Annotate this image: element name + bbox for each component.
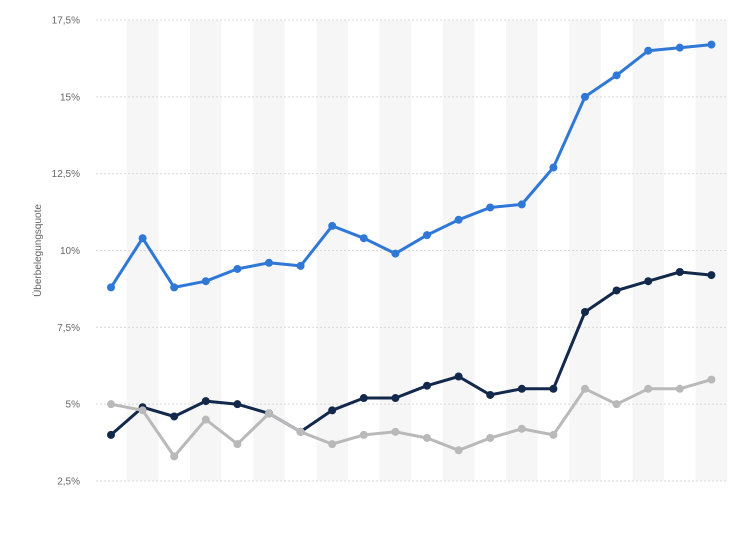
data-point[interactable]	[517, 384, 526, 393]
data-point[interactable]	[549, 163, 558, 172]
data-point[interactable]	[391, 249, 400, 258]
data-point[interactable]	[296, 261, 305, 270]
data-point[interactable]	[517, 424, 526, 433]
data-point[interactable]	[201, 397, 210, 406]
series-2	[107, 268, 716, 439]
data-point[interactable]	[644, 46, 653, 55]
data-point[interactable]	[423, 231, 431, 240]
data-point[interactable]	[201, 277, 210, 286]
data-point[interactable]	[170, 452, 179, 461]
data-point[interactable]	[486, 433, 495, 442]
data-point[interactable]	[391, 394, 400, 403]
data-point[interactable]	[517, 200, 526, 209]
data-point[interactable]	[107, 430, 115, 439]
y-tick-label: 7,5%	[57, 323, 80, 334]
data-point[interactable]	[707, 40, 716, 49]
y-tick-label: 12,5%	[52, 169, 80, 180]
data-point[interactable]	[296, 427, 305, 436]
data-point[interactable]	[138, 406, 147, 415]
data-point[interactable]	[644, 277, 653, 286]
data-point[interactable]	[707, 271, 716, 280]
data-point[interactable]	[265, 258, 273, 267]
series-1	[107, 40, 716, 292]
data-point[interactable]	[423, 433, 431, 442]
data-point[interactable]	[107, 400, 115, 409]
y-axis-ticks: 2,5% 5% 7,5% 10% 12,5% 15% 17,5%	[52, 16, 80, 488]
data-point[interactable]	[391, 427, 400, 436]
data-point[interactable]	[328, 221, 337, 230]
y-tick-label: 5%	[66, 400, 81, 411]
series-3	[107, 375, 716, 461]
y-axis-title: Überbelegungsquote	[32, 204, 44, 297]
data-point[interactable]	[233, 440, 242, 449]
data-point[interactable]	[201, 415, 210, 424]
data-point[interactable]	[454, 372, 463, 381]
series-line	[109, 43, 713, 289]
data-point[interactable]	[107, 283, 115, 292]
data-point[interactable]	[138, 234, 147, 243]
data-point[interactable]	[675, 43, 684, 52]
data-point[interactable]	[265, 409, 273, 418]
data-point[interactable]	[233, 400, 242, 409]
data-point[interactable]	[486, 203, 495, 212]
data-point[interactable]	[581, 92, 589, 101]
data-point[interactable]	[549, 384, 558, 393]
data-point[interactable]	[612, 286, 621, 295]
data-point[interactable]	[423, 381, 431, 390]
data-point[interactable]	[454, 446, 463, 455]
data-point[interactable]	[675, 268, 684, 277]
data-point[interactable]	[581, 307, 589, 316]
data-point[interactable]	[328, 406, 337, 415]
y-tick-label: 15%	[60, 92, 80, 103]
y-tick-label: 2,5%	[57, 477, 80, 488]
data-point[interactable]	[581, 384, 589, 393]
data-point[interactable]	[612, 400, 621, 409]
data-point[interactable]	[233, 264, 242, 273]
data-point[interactable]	[359, 234, 368, 243]
series-group	[107, 40, 716, 461]
data-point[interactable]	[675, 384, 684, 393]
data-point[interactable]	[612, 71, 621, 80]
data-point[interactable]	[454, 215, 463, 224]
data-point[interactable]	[359, 430, 368, 439]
y-tick-label: 10%	[60, 246, 80, 257]
data-point[interactable]	[707, 375, 716, 384]
data-point[interactable]	[644, 384, 653, 393]
data-point[interactable]	[170, 412, 179, 421]
series-line	[109, 270, 713, 437]
y-tick-label: 17,5%	[52, 16, 80, 27]
data-point[interactable]	[359, 394, 368, 403]
data-point[interactable]	[549, 430, 558, 439]
series-line	[109, 378, 713, 458]
data-point[interactable]	[486, 390, 495, 399]
data-point[interactable]	[328, 440, 337, 449]
data-point[interactable]	[170, 283, 179, 292]
